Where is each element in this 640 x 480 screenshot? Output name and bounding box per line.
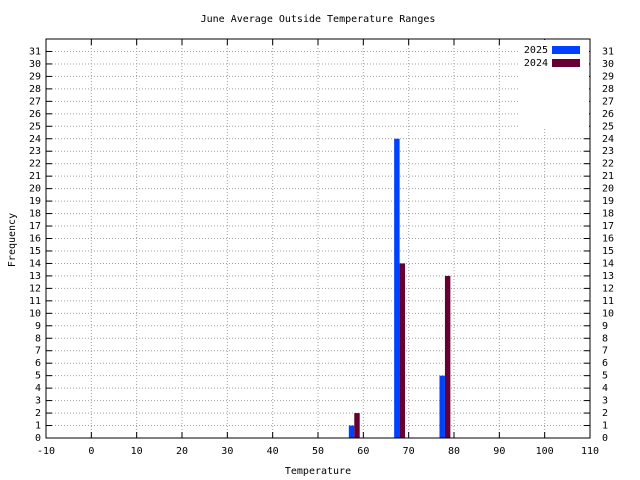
y2-tick-label: 16: [602, 234, 614, 245]
y-axis-label: Frequency: [7, 213, 18, 267]
y-tick-label: 5: [35, 371, 41, 382]
x-tick-label: 0: [88, 446, 94, 457]
y-tick-label: 3: [35, 396, 41, 407]
y-tick-label: 20: [29, 184, 41, 195]
y-tick-label: 13: [29, 271, 41, 282]
y2-tick-label: 19: [602, 196, 614, 207]
y2-tick-label: 22: [602, 159, 614, 170]
x-tick-label: 50: [312, 446, 324, 457]
y2-tick-label: 11: [602, 296, 614, 307]
y2-tick-label: 15: [602, 246, 614, 257]
y-tick-label: 12: [29, 283, 41, 294]
x-tick-label: 30: [221, 446, 233, 457]
y2-tick-label: 23: [602, 146, 614, 157]
x-tick-label: 20: [176, 446, 188, 457]
x-tick-label: 60: [357, 446, 369, 457]
y-tick-label: 4: [35, 383, 41, 394]
y-tick-label: 25: [29, 121, 41, 132]
y2-tick-label: 4: [602, 383, 608, 394]
x-tick-label: 90: [493, 446, 505, 457]
y2-tick-label: 12: [602, 283, 614, 294]
y-tick-label: 0: [35, 433, 41, 444]
x-tick-label: 110: [581, 446, 599, 457]
legend-swatch: [552, 46, 580, 54]
legend-label: 2025: [524, 45, 548, 56]
y2-tick-label: 6: [602, 358, 608, 369]
x-tick-label: 70: [403, 446, 415, 457]
plot-border: [45, 38, 591, 439]
x-tick-label: 100: [536, 446, 554, 457]
y-tick-label: 2: [35, 408, 41, 419]
y2-tick-label: 8: [602, 333, 608, 344]
x-tick-label: 10: [131, 446, 143, 457]
y-tick-label: 14: [29, 258, 41, 269]
y2-tick-label: 9: [602, 321, 608, 332]
y2-tick-label: 2: [602, 408, 608, 419]
y2-tick-label: 30: [602, 59, 614, 70]
y-tick-label: 11: [29, 296, 41, 307]
y-tick-label: 18: [29, 209, 41, 220]
y2-tick-label: 24: [602, 134, 614, 145]
bar: [439, 375, 445, 438]
y-tick-label: 22: [29, 159, 41, 170]
y-tick-label: 17: [29, 221, 41, 232]
y-tick-label: 23: [29, 146, 41, 157]
y2-tick-label: 5: [602, 371, 608, 382]
y2-tick-label: 27: [602, 96, 614, 107]
y2-tick-label: 28: [602, 84, 614, 95]
x-tick-label: 80: [448, 446, 460, 457]
x-tick-label: 40: [267, 446, 279, 457]
y-tick-label: 24: [29, 134, 41, 145]
y2-tick-label: 25: [602, 121, 614, 132]
chart-title: June Average Outside Temperature Ranges: [201, 14, 436, 25]
bar: [399, 263, 406, 438]
y2-tick-label: 26: [602, 109, 614, 120]
y2-tick-label: 29: [602, 71, 614, 82]
legend-label: 2024: [524, 58, 548, 69]
y2-tick-label: 17: [602, 221, 614, 232]
legend-swatch: [552, 59, 580, 67]
y-tick-label: 29: [29, 71, 41, 82]
y2-tick-label: 31: [602, 46, 614, 57]
y2-tick-label: 10: [602, 308, 614, 319]
x-axis-label: Temperature: [285, 466, 351, 477]
y-tick-label: 1: [35, 421, 41, 432]
y-tick-label: 15: [29, 246, 41, 257]
y-tick-label: 9: [35, 321, 41, 332]
y2-tick-label: 21: [602, 171, 614, 182]
y2-tick-label: 3: [602, 396, 608, 407]
bar: [444, 275, 451, 438]
y-tick-label: 8: [35, 333, 41, 344]
y2-tick-label: 14: [602, 258, 614, 269]
y2-tick-label: 0: [602, 433, 608, 444]
y-tick-label: 21: [29, 171, 41, 182]
y2-tick-label: 1: [602, 421, 608, 432]
y-tick-label: 19: [29, 196, 41, 207]
y-tick-label: 30: [29, 59, 41, 70]
y-tick-label: 31: [29, 46, 41, 57]
y-tick-label: 7: [35, 346, 41, 357]
y-tick-label: 28: [29, 84, 41, 95]
bar: [394, 138, 400, 438]
bar: [354, 413, 360, 438]
y2-tick-label: 20: [602, 184, 614, 195]
y-tick-label: 16: [29, 234, 41, 245]
legend-background: [520, 40, 589, 128]
y-tick-label: 10: [29, 308, 41, 319]
y-tick-label: 6: [35, 358, 41, 369]
bar: [348, 425, 355, 438]
y2-tick-label: 7: [602, 346, 608, 357]
y2-tick-label: 13: [602, 271, 614, 282]
y-tick-label: 27: [29, 96, 41, 107]
y2-tick-label: 18: [602, 209, 614, 220]
y-tick-label: 26: [29, 109, 41, 120]
x-tick-label: -10: [37, 446, 55, 457]
